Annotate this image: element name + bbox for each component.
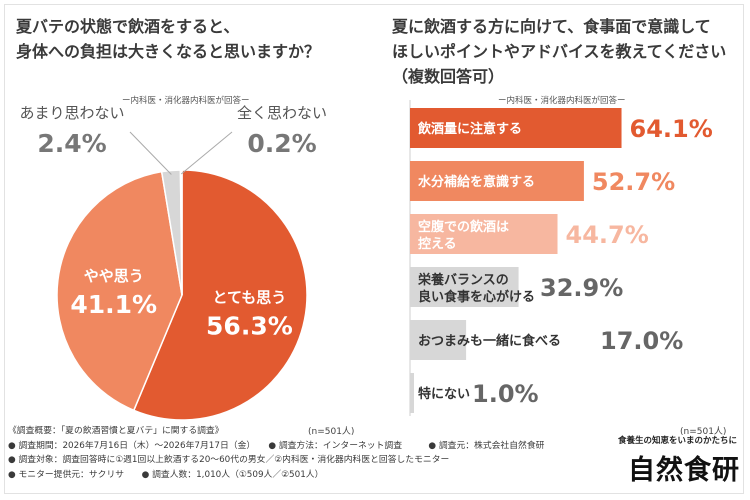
pie-value-1: 41.1%: [70, 290, 157, 319]
bar-value-label-4: 17.0%: [600, 327, 683, 355]
bar-respondent-note: ー内科医・消化器内科医が回答ー: [498, 96, 626, 106]
bar-title-line-3: （複数回答可）: [392, 67, 505, 86]
bar-title-line-2: ほしいポイントやアドバイスを教えてください: [392, 42, 727, 61]
bar-value-label-2: 44.7%: [566, 221, 649, 249]
bar-value-label-0: 64.1%: [630, 115, 713, 143]
bar-sample-size: (n=501人): [680, 427, 727, 437]
bar-value-label-5: 1.0%: [472, 380, 539, 408]
pie-label-3: 全く思わない: [237, 104, 327, 122]
pie-leader-3: [180, 131, 233, 175]
bar-category-label-1: 水分補給を意識する: [418, 174, 535, 190]
bar-category-label-4: おつまみも一緒に食べる: [418, 333, 561, 349]
bar-value-label-1: 52.7%: [592, 168, 675, 196]
bar-category-label-2: 空腹での飲酒は控える: [418, 219, 509, 252]
bar-chart: 飲酒量に注意する 64.1% 水分補給を意識する 52.7% 空腹での飲酒は控える 44.…: [409, 100, 713, 416]
bar-0: [410, 108, 622, 148]
pie-label-0: とても思う: [213, 289, 287, 307]
pie-leader-2: [129, 131, 172, 175]
pie-title-line-2: 身体への負担は大きくなると思いますか？: [16, 42, 321, 61]
brand-logo: 自然食研: [628, 455, 740, 486]
pie-question-title: 夏バテの状態で飲酒をすると、 身体への負担は大きくなると思いますか？: [16, 14, 366, 64]
infographic-frame: [4, 4, 744, 494]
bar-title-line-1: 夏に飲酒する方に向けて、食事面で意識して: [392, 17, 711, 36]
pie-chart: とても思う 56.3% やや思う 41.1% あまり思わない 2.4% 全く思わない 0.2%: [19, 104, 327, 420]
pie-slice-1: [56, 170, 183, 412]
bar-5: [410, 373, 414, 413]
pie-slice-0: [132, 169, 308, 420]
bar-1: [410, 161, 584, 201]
bar-2: [410, 214, 558, 254]
pie-value-0: 56.3%: [206, 312, 293, 341]
survey-overview: 《調査概要：「夏の飲酒習慣と夏バテ」に関する調査》 ● 調査期間：2026年7月…: [8, 424, 618, 482]
bar-category-label-3: 栄養バランスの良い食事を心がける: [417, 272, 535, 305]
survey-period-line: ● 調査期間：2026年7月16日（木）〜2026年7月17日（金） ● 調査方…: [8, 440, 545, 451]
pie-label-1: やや思う: [84, 267, 144, 285]
survey-provider-line: ● モニター提供元：サクリサ ● 調査人数：1,010人（①509人／②501人…: [8, 469, 324, 480]
pie-sample-size: (n=501人): [308, 427, 355, 437]
brand-tagline: 食養生の知恵をいまのかたちに: [618, 436, 738, 446]
pie-label-2: あまり思わない: [19, 104, 124, 122]
survey-overview-heading: 《調査概要：「夏の飲酒習慣と夏バテ」に関する調査》: [8, 426, 224, 436]
pie-respondent-note: ー内科医・消化器内科医が回答ー: [122, 96, 250, 106]
bar-4: [410, 320, 467, 360]
bar-category-label-0: 飲酒量に注意する: [417, 121, 522, 137]
pie-slice-3: [179, 169, 183, 296]
pie-value-3: 0.2%: [247, 129, 316, 158]
bar-category-label-5: 特にない: [418, 386, 470, 402]
pie-value-2: 2.4%: [37, 129, 106, 158]
bar-value-label-3: 32.9%: [540, 274, 623, 302]
pie-title-line-1: 夏バテの状態で飲酒をすると、: [16, 17, 240, 36]
bar-3: [410, 267, 519, 307]
bar-question-title: 夏に飲酒する方に向けて、食事面で意識して ほしいポイントやアドバイスを教えてくだ…: [392, 14, 742, 89]
survey-target-line: ● 調査対象：調査回答時に①週1回以上飲酒する20〜60代の男女／②内科医・消化…: [8, 455, 450, 465]
